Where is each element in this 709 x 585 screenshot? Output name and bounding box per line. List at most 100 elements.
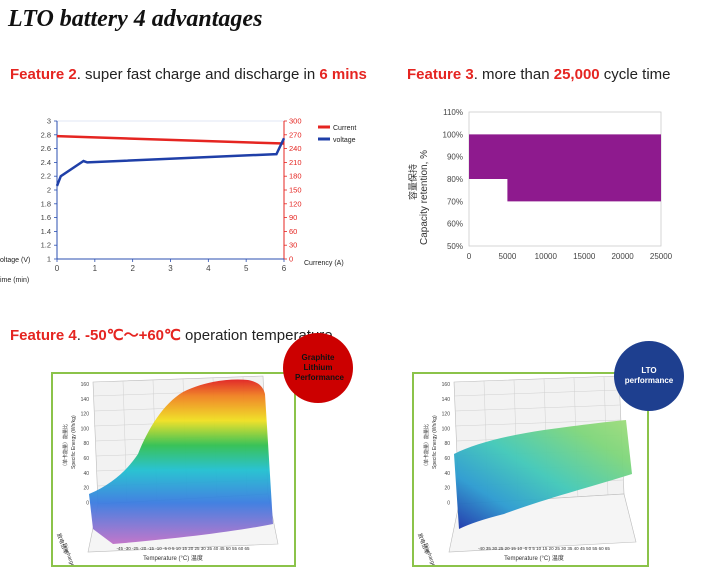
legend-voltage-label: voltage [333, 137, 356, 144]
chart1-xlabel: ime (min) [0, 277, 29, 284]
page-title: LTO battery 4 advantages [8, 6, 263, 32]
chart2-x-tick-label: 0 [467, 252, 472, 261]
lto-zlabel: Specific Energy (Wh/kg) [432, 415, 438, 469]
graphite-badge-label: Graphite Lithium Performance [295, 353, 344, 382]
graphite-surface [89, 379, 273, 544]
z-tick-label: 120 [81, 412, 90, 418]
chart2-y-tick-label: 50% [447, 242, 463, 251]
graphite-zlabel: Specific Energy (Wh/kg) [71, 415, 77, 469]
chart2-y-ticks: 50% 60% 70% 80% 90% 100% 110% [443, 108, 463, 251]
feature3-text-after: cycle time [599, 66, 671, 83]
graphite-xticks: -45 -30 -25 -20 -15 -10 -5 0 5 10 15 20 … [116, 546, 250, 551]
lto-surface [454, 420, 632, 529]
chart1-right-tick-label: 60 [289, 227, 297, 236]
z-tick-label: 120 [442, 412, 451, 418]
chart2-x-tick-label: 10000 [535, 252, 558, 261]
chart2-x-tick-label: 25000 [650, 252, 673, 261]
chart1-left-tick-label: 1.2 [41, 241, 51, 250]
feature2-highlight: 6 mins [319, 66, 367, 83]
chart1-right-tick-label: 180 [289, 172, 302, 181]
chart1-left-tick-label: 1 [47, 255, 51, 264]
chart1-right-tick-label: 0 [289, 255, 293, 264]
z-tick-label: 0 [86, 500, 89, 506]
chart1-left-tick-label: 2 [47, 186, 51, 195]
graphite-badge: Graphite Lithium Performance [283, 333, 353, 403]
chart2-x-tick-label: 20000 [611, 252, 634, 261]
chart1-series [55, 134, 286, 187]
chart2-area [469, 134, 661, 202]
lto-badge-label: LTO performance [624, 366, 674, 385]
lto-xticks: -40 35 30 25 20 15 10 -5 0 5 10 15 20 25… [478, 546, 610, 551]
chart1-right-tick-label: 240 [289, 144, 302, 153]
feature2-tag: Feature 2 [10, 66, 77, 83]
feature3-text: . more than [473, 66, 554, 83]
graphite-zlabel-cn: （单卡能量）能量比 [62, 424, 69, 469]
z-tick-label: 20 [83, 486, 89, 492]
feature2-text: . super fast charge and discharge in [76, 66, 320, 83]
chart1-right-tick-label: 300 [289, 117, 302, 126]
chart1-left-tick-label: 3 [47, 117, 51, 126]
chart2-y-tick-label: 110% [443, 108, 463, 117]
chart1-left-tick-label: 1.8 [41, 199, 51, 208]
graphite-zticks: 160 140 120 100 80 60 40 20 0 [81, 382, 90, 506]
feature4-tag: Feature 4 [10, 327, 77, 344]
cycle-life-chart: 50% 60% 70% 80% 90% 100% 110% 0 5000 10000 15000 2… [407, 108, 673, 261]
chart1-ylabel-right: Currency (A) [304, 260, 344, 267]
capacity-retention-area [469, 134, 661, 202]
z-tick-label: 100 [442, 426, 451, 432]
z-tick-label: 160 [81, 382, 90, 388]
graphite-xlabel: Temperature (°C) 温度 [143, 554, 203, 562]
chart1-x-tick-label: 5 [244, 264, 249, 273]
chart1-left-tick-label: 2.6 [41, 144, 51, 153]
chart1-left-tick-label: 1.4 [41, 227, 51, 236]
lto-badge: LTO performance [614, 341, 684, 411]
chart1-right-tick-label: 30 [289, 241, 297, 250]
z-tick-label: 40 [83, 471, 89, 477]
z-tick-label: 140 [81, 397, 90, 403]
chart1-right-tick-label: 150 [289, 186, 302, 195]
feature3-tag: Feature 3 [407, 66, 474, 83]
chart1-x-tick-label: 0 [55, 264, 60, 273]
feature3-highlight: 25,000 [553, 66, 600, 83]
z-tick-label: 80 [83, 441, 89, 447]
chart2-x-ticks: 0 5000 10000 15000 20000 25000 [467, 252, 673, 261]
z-tick-label: 60 [444, 456, 450, 462]
lto-3d-plot: Temperature (°C) 温度 -40 35 30 25 20 15 1… [416, 375, 637, 565]
legend-current-label: Current [333, 125, 356, 132]
feature4-text: . [76, 327, 86, 344]
z-tick-label: 20 [444, 486, 450, 492]
chart1-right-tick-label: 270 [289, 130, 302, 139]
chart1-ylabel-left: oltage (V) [0, 257, 30, 264]
chart2-ylabel-cn: 容量保持 [407, 164, 418, 200]
chart1-x-tick-label: 6 [282, 264, 287, 273]
charge-discharge-chart: 11.21.41.61.822.22.42.62.83 030609012015… [0, 117, 356, 285]
chart2-y-tick-label: 100% [443, 130, 463, 139]
chart2-y-tick-label: 80% [447, 175, 463, 184]
chart1-right-tick-label: 120 [289, 199, 302, 208]
chart2-ylabel: Capacity retention, % [419, 150, 430, 245]
z-tick-label: 40 [444, 471, 450, 477]
chart2-x-tick-label: 15000 [573, 252, 596, 261]
chart1-x-tick-label: 4 [206, 264, 211, 273]
z-tick-label: 140 [442, 397, 451, 403]
chart1-left-tick-label: 2.2 [41, 172, 51, 181]
chart1-left-tick-label: 2.4 [41, 158, 51, 167]
chart1-left-tick-label: 1.6 [41, 213, 51, 222]
feature3-heading: Feature 3. more than 25,000 cycle time [407, 66, 671, 83]
chart1-x-tick-label: 1 [93, 264, 98, 273]
chart1-left-tick-label: 2.8 [41, 130, 51, 139]
lto-zticks: 160 140 120 100 80 60 40 20 0 [442, 382, 451, 506]
lto-xlabel: Temperature (°C) 温度 [504, 554, 564, 562]
z-tick-label: 160 [442, 382, 451, 388]
chart1-right-ticks: 0 30 60 90 120 150 180 210 240 270 300 [284, 117, 302, 264]
chart1-x-tick-label: 3 [168, 264, 173, 273]
current-series-line [56, 134, 285, 145]
graphite-3d-plot: Temperature (°C) 温度 -45 -30 -25 -20 -15 … [55, 375, 279, 565]
chart1-x-tick-label: 2 [130, 264, 135, 273]
chart2-y-tick-label: 90% [447, 153, 463, 162]
chart2-y-tick-label: 60% [447, 220, 463, 229]
feature4-heading: Feature 4. -50℃～+60℃ operation temperatu… [10, 324, 333, 345]
z-tick-label: 0 [447, 500, 450, 506]
chart1-left-ticks: 1 1.2 1.4 1.6 1.8 2 2.2 2.4 2.6 2.8 3 [41, 117, 57, 264]
feature2-heading: Feature 2. super fast charge and dischar… [10, 66, 367, 83]
